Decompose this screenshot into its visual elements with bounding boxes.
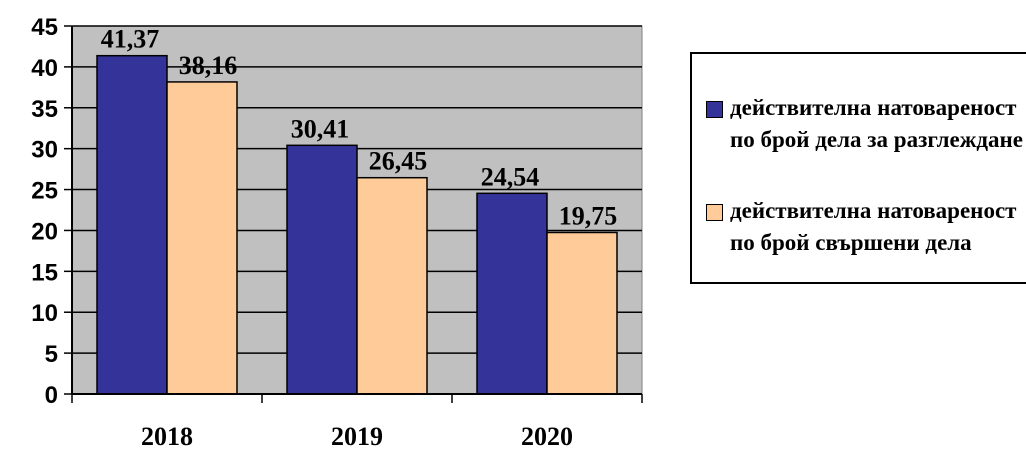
y-tick-label: 5 xyxy=(45,341,58,368)
legend-swatch-series-2 xyxy=(706,204,723,221)
data-label: 19,75 xyxy=(559,201,618,230)
bar-series-2-2020 xyxy=(546,231,618,395)
bar-series-1-2019 xyxy=(286,144,358,395)
y-tick-label: 25 xyxy=(31,178,58,205)
data-label: 41,37 xyxy=(101,25,160,54)
y-tick-label: 20 xyxy=(31,218,58,245)
legend-label-series-1: действителна натовареност по брой дела з… xyxy=(730,95,1023,152)
legend-label-series-2: действителна натовареност по брой свърше… xyxy=(730,198,1017,255)
bar-series-2-2019 xyxy=(356,176,428,395)
x-tick-label: 2020 xyxy=(521,422,573,451)
y-tick-label: 45 xyxy=(31,14,58,41)
bars xyxy=(96,54,618,395)
y-tick-label: 10 xyxy=(31,300,58,327)
data-label: 26,45 xyxy=(369,147,428,176)
x-tick-label: 2019 xyxy=(331,422,383,451)
data-label: 24,54 xyxy=(481,162,540,191)
y-tick-label: 40 xyxy=(31,55,58,82)
data-label: 30,41 xyxy=(291,114,350,143)
labels: 0 5 10 15 20 25 30 35 40 45 41,37 38,16 2018 30,41 26,… xyxy=(31,14,617,451)
legend: действителна натовареност по брой дела з… xyxy=(690,52,1026,284)
y-tick-label: 35 xyxy=(31,96,58,123)
legend-swatch-series-1 xyxy=(706,101,723,118)
y-tick-label: 0 xyxy=(45,382,58,409)
y-tick-label: 15 xyxy=(31,259,58,286)
y-tick-label: 30 xyxy=(31,137,58,164)
x-tick-label: 2018 xyxy=(141,422,193,451)
data-label: 38,16 xyxy=(179,51,238,80)
axes xyxy=(64,25,643,403)
bar-series-1-2020 xyxy=(476,192,548,395)
bar-series-1-2018 xyxy=(96,54,168,395)
bar-series-2-2018 xyxy=(166,81,238,395)
